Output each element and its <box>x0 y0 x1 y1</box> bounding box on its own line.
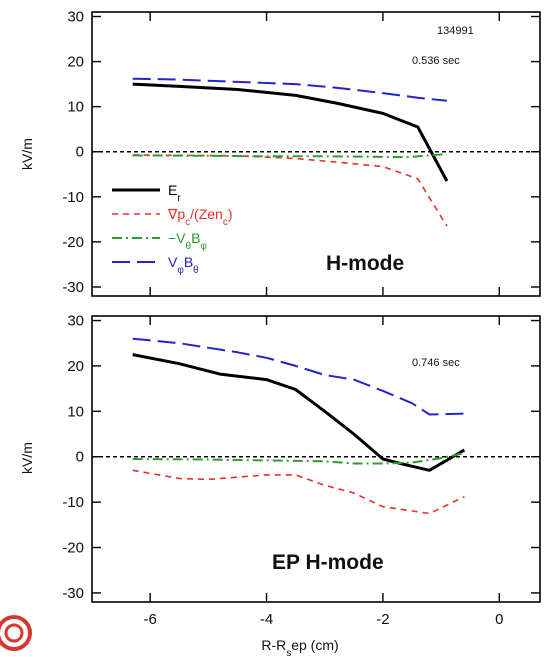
bottom-series-line-2 <box>132 452 465 465</box>
top-y-axis-label: kV/m <box>19 138 35 170</box>
bottom-ytick-label: -30 <box>62 585 84 602</box>
x-tick-label: -6 <box>144 611 157 628</box>
bottom-series-line-3 <box>132 337 465 416</box>
legend-label-1: ∇pc/(Zenc) <box>167 206 233 228</box>
legend-label-3: VφBθ <box>168 254 199 276</box>
top-ytick-label: -30 <box>62 279 84 296</box>
bottom-time-annotation: 0.746 sec <box>412 357 460 369</box>
corner-logo <box>0 615 32 651</box>
top-ytick-label: 30 <box>67 9 84 26</box>
bottom-y-axis-label: kV/m <box>19 442 35 474</box>
top-panel: kV/m 134991 0.536 sec H-mode -30 -20 -10 0 1… <box>19 9 541 297</box>
top-ytick-label: 0 <box>76 144 84 161</box>
shot-number: 134991 <box>437 25 474 37</box>
top-series <box>132 77 449 227</box>
top-series-line-2 <box>132 153 447 159</box>
top-plot-frame <box>91 11 541 297</box>
x-tick-label: -2 <box>376 611 389 628</box>
top-ytick-label: 10 <box>67 99 84 116</box>
x-axis-label: R-Rsep (cm) <box>261 637 338 657</box>
top-ytick-label: 20 <box>67 54 84 71</box>
bottom-series-line-1 <box>132 469 465 515</box>
bottom-series-line-0 <box>132 353 466 472</box>
bottom-mode-label: EP H-mode <box>272 551 384 574</box>
bottom-series <box>132 337 466 515</box>
top-series-line-3 <box>132 77 448 102</box>
bottom-ytick-label: 20 <box>67 358 84 375</box>
top-series-line-0 <box>132 82 449 182</box>
bottom-ytick-label: 30 <box>67 313 84 330</box>
x-tick-label: 0 <box>495 611 503 628</box>
bottom-ytick-label: -20 <box>62 540 84 557</box>
legend-label-0: Er <box>168 182 181 204</box>
bottom-ytick-label: -10 <box>62 494 84 511</box>
top-ytick-label: -20 <box>62 234 84 251</box>
bottom-plot-frame <box>91 315 541 603</box>
top-ytick-label: -10 <box>62 189 84 206</box>
x-tick-label: -4 <box>260 611 273 628</box>
bottom-panel: kV/m 0.746 sec EP H-mode -30-20-10010203… <box>19 313 541 657</box>
top-mode-label: H-mode <box>326 252 404 275</box>
top-series-line-1 <box>132 154 448 227</box>
top-time-annotation: 0.536 sec <box>412 55 460 67</box>
top-axis-ticks: -30 -20 -10 0 10 20 30 <box>62 9 540 296</box>
bottom-ytick-label: 0 <box>76 449 84 466</box>
bottom-ytick-label: 10 <box>67 403 84 420</box>
legend-label-2: −VθBφ <box>168 230 207 252</box>
